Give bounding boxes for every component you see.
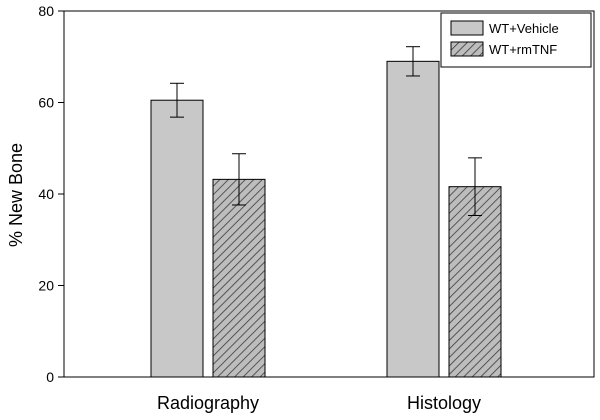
legend: WT+Vehicle WT+rmTNF [440,12,592,68]
legend-swatch-vehicle [450,20,484,36]
x-category-label: Histology [407,393,481,413]
bar-vehicle-radiography [150,99,204,378]
legend-label-vehicle: WT+Vehicle [489,21,559,36]
bar-vehicle-histology [386,60,440,378]
y-tick-label: 20 [38,278,54,294]
y-axis-title: % New Bone [6,143,26,247]
bar-rmtnf-histology [448,186,502,378]
legend-swatch-rmtnf [450,41,484,57]
y-tick-label: 60 [38,95,54,111]
bar-rmtnf-radiography [212,178,266,378]
legend-label-rmtnf: WT+rmTNF [489,42,557,57]
plot-frame [63,10,595,378]
y-tick-label: 40 [38,186,54,202]
x-category-label: Radiography [157,393,259,413]
y-tick-label: 80 [38,3,54,19]
y-tick-label: 0 [46,369,54,385]
